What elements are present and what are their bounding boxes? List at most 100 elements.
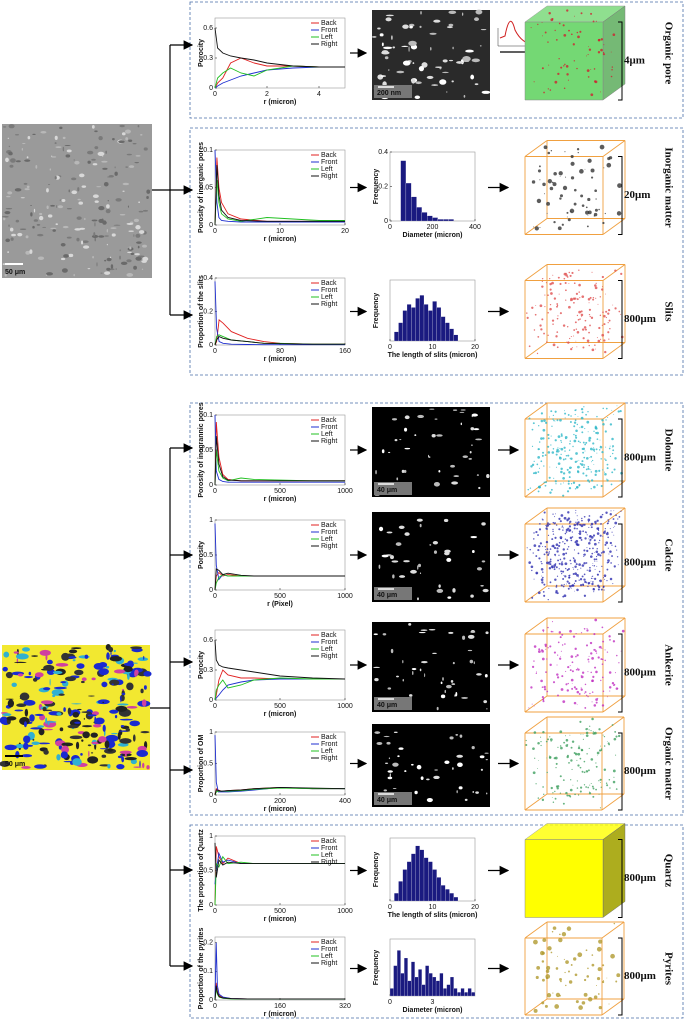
cube-particle [533, 660, 535, 662]
cube-particle [530, 27, 532, 29]
cube-particle [574, 413, 576, 416]
texture [391, 418, 398, 421]
cube-particle [547, 437, 550, 440]
texture [467, 649, 473, 652]
cube-particle [553, 477, 555, 479]
texture [127, 205, 129, 208]
cube-particle [587, 431, 589, 433]
cube-particle [601, 419, 604, 422]
cube-particle [556, 419, 559, 422]
texture [47, 214, 53, 218]
cube-particle [599, 144, 605, 150]
texture [402, 24, 409, 29]
row-label: Dolomite [662, 429, 674, 472]
cube-particle [576, 31, 579, 34]
texture [30, 212, 33, 217]
cube-edge [601, 793, 625, 811]
texture [377, 74, 384, 80]
x-axis-label: Diameter (micron) [403, 232, 463, 239]
texture [7, 137, 10, 139]
texture [471, 413, 478, 417]
texture [26, 156, 29, 159]
cube-particle [584, 443, 587, 446]
cube-particle [574, 647, 577, 651]
texture [470, 74, 475, 80]
texture [128, 230, 134, 232]
cube-particle [590, 555, 593, 558]
cube-particle [581, 460, 584, 463]
cube-particle [559, 418, 562, 422]
cube-particle [581, 431, 584, 434]
texture [468, 458, 472, 460]
cube-particle [590, 758, 594, 761]
texture [114, 166, 116, 169]
cube-particle [568, 486, 572, 490]
legend-label: Back [321, 838, 337, 845]
cube-particle [601, 513, 604, 516]
cube-particle [528, 345, 531, 348]
texture [106, 204, 110, 209]
texture [410, 569, 417, 574]
hist-bar [414, 976, 419, 997]
cube-particle [591, 271, 593, 273]
series-line [214, 414, 345, 483]
texture [111, 683, 114, 686]
cube-particle [603, 768, 607, 772]
legend-label: Left [321, 431, 333, 438]
cube-particle [538, 425, 540, 427]
cube-particle [583, 406, 585, 408]
texture [14, 709, 24, 712]
cube-particle [611, 724, 614, 726]
cube-particle [590, 652, 593, 655]
cube-particle [547, 554, 550, 556]
cube-particle [591, 701, 593, 703]
cube-particle [601, 704, 605, 707]
texture [72, 711, 80, 718]
texture [429, 456, 431, 458]
texture [123, 666, 133, 673]
texture [32, 677, 38, 682]
texture [7, 251, 9, 254]
cube-particle [576, 314, 579, 317]
cube-particle [613, 776, 615, 778]
texture [428, 628, 436, 631]
cube-particle [552, 323, 554, 325]
texture [109, 656, 122, 662]
cube-particle [540, 419, 544, 423]
texture [143, 655, 145, 660]
cube-particle [603, 471, 606, 473]
cube-particle [587, 479, 590, 482]
cube-particle [556, 676, 560, 679]
cube-particle [557, 462, 561, 465]
texture [88, 750, 90, 758]
cube-particle [570, 655, 574, 658]
y-tick-label: 0.2 [203, 940, 213, 947]
cube-particle [556, 303, 559, 305]
texture [444, 689, 446, 694]
texture [126, 705, 138, 709]
cube-particle [604, 543, 607, 546]
cube-particle [597, 339, 601, 343]
cube-particle [552, 528, 554, 531]
cube-particle [558, 568, 560, 570]
cube-particle [564, 63, 566, 66]
cube-particle [577, 668, 580, 671]
cube-particle [609, 513, 612, 516]
hist-bar [453, 334, 459, 342]
cube-particle [587, 769, 590, 772]
cube-particle [598, 728, 601, 731]
cube-particle [579, 318, 581, 320]
cube-particle [620, 650, 622, 652]
texture [80, 680, 85, 684]
x-tick-label: 200 [274, 798, 286, 805]
cube-particle [541, 960, 545, 963]
cube-particle [585, 786, 587, 788]
cube-particle [584, 168, 586, 170]
cube-particle [541, 35, 543, 37]
texture [125, 137, 129, 141]
cube-particle [544, 545, 547, 548]
texture [52, 670, 63, 675]
x-tick-label: 320 [339, 1003, 351, 1010]
texture [56, 754, 61, 761]
cube-particle [548, 550, 550, 553]
